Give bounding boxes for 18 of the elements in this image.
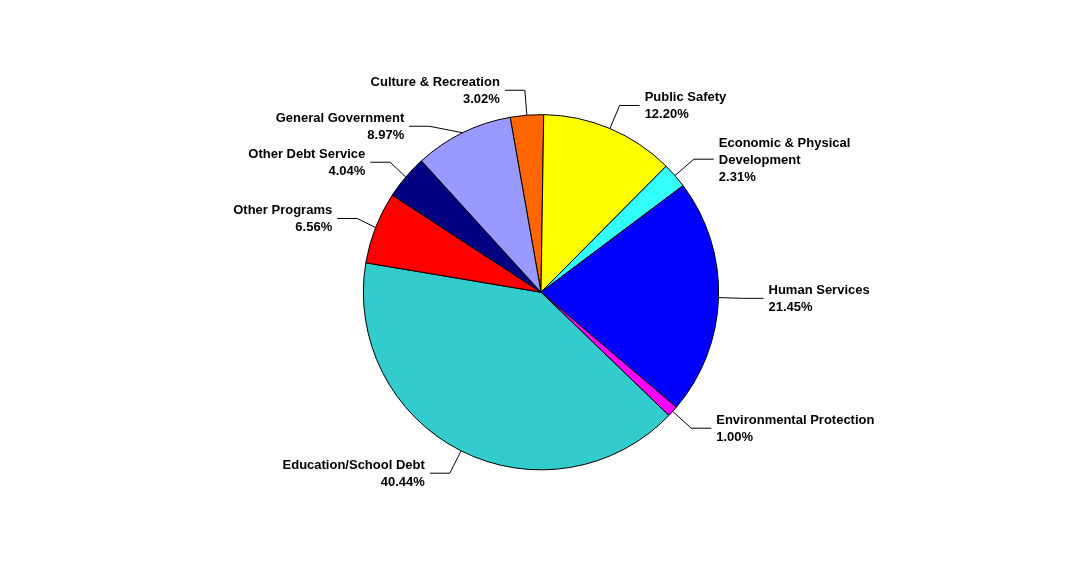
slice-label: Human Services (768, 282, 870, 298)
slice-label: Culture & Recreation (370, 74, 500, 90)
data-label: 3.02% (463, 91, 501, 107)
data-label: 12.20% (644, 106, 690, 122)
data-label: 1.00% (716, 429, 754, 445)
slice-label: Education/School Debt (282, 457, 426, 473)
data-label: 6.56% (295, 219, 333, 235)
slice-label: General Government (275, 110, 405, 126)
slice-label: Other Programs (233, 202, 333, 218)
slice-label: Other Debt Service (248, 146, 366, 162)
data-label: 2.31% (718, 168, 757, 184)
slice-label: Public Safety (644, 89, 728, 105)
data-label: 4.04% (328, 163, 366, 179)
slice-label: Economic & Physical Development (718, 134, 854, 167)
slice-label: Environmental Protection (716, 412, 875, 428)
data-label: 40.44% (380, 474, 426, 490)
data-label: 8.97% (367, 127, 405, 143)
data-label: 21.45% (768, 299, 814, 315)
